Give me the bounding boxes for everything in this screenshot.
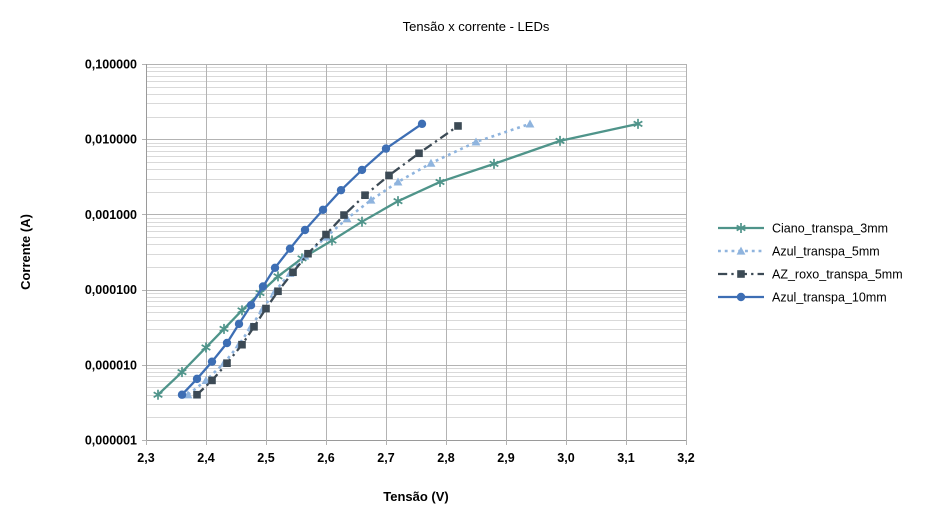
legend-item-Azul_transpa_5mm[interactable]: Azul_transpa_5mm [718, 245, 880, 259]
y-axis-tick-label: 0,100000 [85, 58, 137, 72]
data-point-marker-circle [357, 165, 367, 175]
data-point-marker-asterisk [393, 196, 403, 207]
data-point-marker-circle [222, 338, 232, 348]
data-point-marker-square [250, 323, 258, 331]
legend-item-Ciano_transpa_3mm[interactable]: Ciano_transpa_3mm [718, 222, 888, 236]
series-AZ_roxo_transpa_5mm [193, 122, 462, 399]
data-point-marker-square [322, 230, 330, 239]
data-point-marker-square [737, 270, 745, 278]
data-point-marker-asterisk [489, 158, 499, 169]
data-point-marker-circle [285, 244, 295, 253]
data-point-marker-asterisk [153, 389, 163, 400]
x-axis-tick-label: 3,1 [617, 451, 634, 465]
data-point-marker-asterisk [273, 271, 283, 282]
x-axis-tick-label: 3,0 [557, 451, 574, 465]
data-point-marker-square [340, 211, 348, 219]
data-point-marker-circle [300, 225, 310, 235]
chart-legend: Ciano_transpa_3mm Azul_transpa_5mm AZ_roxo… [718, 222, 903, 305]
data-point-marker-square [208, 376, 216, 385]
y-axis-tick-labels: 0,000001 0,000010 0,000100 0,001000 0,010000… [85, 58, 146, 448]
x-axis-tick-label: 2,4 [197, 451, 214, 465]
x-axis-title: Tensão (V) [383, 489, 449, 504]
data-point-marker-circle [270, 263, 280, 272]
y-axis-tick-label: 0,000001 [85, 434, 137, 448]
data-point-marker-triangle [393, 177, 403, 186]
data-point-marker-square [274, 287, 282, 296]
axis-lines [145, 64, 686, 442]
data-point-marker-square [415, 149, 423, 158]
data-point-marker-square [454, 122, 462, 130]
x-axis-tick-label: 2,3 [137, 451, 154, 465]
data-point-marker-circle [381, 144, 391, 153]
data-point-marker-asterisk [357, 216, 367, 227]
x-axis-tick-labels: 2,3 2,4 2,5 2,6 2,7 2,8 2,9 3,0 3,1 3,2 [137, 440, 695, 465]
y-axis-tick-label: 0,000100 [85, 283, 137, 297]
y-axis-tick-label: 0,001000 [85, 208, 137, 222]
legend-item-label: AZ_roxo_transpa_5mm [772, 268, 903, 282]
data-point-marker-asterisk [177, 367, 187, 378]
data-point-marker-square [289, 268, 297, 277]
data-point-marker-square [304, 249, 312, 258]
legend-item-AZ_roxo_transpa_5mm[interactable]: AZ_roxo_transpa_5mm [718, 268, 903, 282]
data-point-marker-triangle [471, 137, 481, 146]
data-point-marker-square [193, 390, 201, 399]
data-series-group [153, 118, 643, 400]
data-point-marker-asterisk [555, 135, 565, 146]
x-axis-tick-label: 2,5 [257, 451, 274, 465]
legend-item-Azul_transpa_10mm[interactable]: Azul_transpa_10mm [718, 291, 887, 305]
series-Azul_transpa_10mm [177, 119, 427, 399]
data-point-marker-square [223, 359, 231, 368]
series-line [196, 125, 459, 396]
x-axis-tick-label: 2,9 [497, 451, 514, 465]
data-point-marker-asterisk [219, 323, 229, 334]
legend-item-label: Ciano_transpa_3mm [772, 222, 888, 236]
legend-item-label: Azul_transpa_5mm [772, 245, 880, 259]
series-line [187, 122, 531, 396]
data-point-marker-asterisk [237, 305, 247, 316]
data-point-marker-triangle [736, 246, 746, 255]
x-axis-tick-label: 3,2 [677, 451, 694, 465]
data-point-marker-circle [177, 390, 187, 399]
data-point-marker-triangle [366, 195, 376, 204]
data-point-marker-circle [207, 357, 217, 366]
data-point-marker-circle [417, 119, 427, 129]
data-point-marker-circle [318, 205, 328, 215]
y-axis-tick-label: 0,010000 [85, 133, 137, 147]
data-point-marker-square [262, 304, 270, 313]
data-point-marker-circle [336, 185, 346, 195]
data-point-marker-square [238, 340, 246, 349]
data-point-marker-circle [258, 282, 268, 291]
data-point-marker-circle [192, 374, 202, 384]
x-axis-tick-label: 2,6 [317, 451, 334, 465]
y-axis-title: Corrente (A) [18, 214, 33, 290]
chart-title: Tensão x corrente - LEDs [403, 19, 550, 34]
data-point-marker-triangle [426, 158, 436, 167]
data-point-marker-asterisk [736, 223, 746, 233]
data-point-marker-circle [246, 301, 256, 310]
data-point-marker-circle [234, 319, 244, 329]
data-point-marker-circle [736, 292, 746, 302]
legend-item-label: Azul_transpa_10mm [772, 291, 887, 305]
data-point-marker-asterisk [201, 342, 211, 353]
x-axis-tick-label: 2,8 [437, 451, 454, 465]
x-axis-tick-label: 2,7 [377, 451, 394, 465]
data-point-marker-square [385, 171, 393, 180]
data-point-marker-asterisk [435, 176, 445, 187]
data-point-marker-asterisk [633, 118, 643, 129]
data-point-marker-square [361, 191, 369, 200]
y-axis-tick-label: 0,000010 [85, 358, 137, 372]
data-point-marker-triangle [525, 119, 535, 128]
